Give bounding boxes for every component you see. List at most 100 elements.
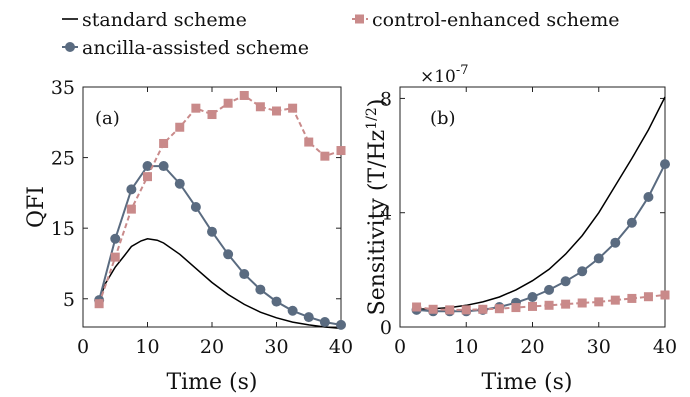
data-point-ancilla-assisted-scheme <box>544 284 555 295</box>
data-point-ancilla-assisted-scheme <box>527 292 538 302</box>
data-point-control-enhanced-scheme <box>660 290 670 300</box>
data-point-control-enhanced-scheme <box>207 110 217 120</box>
y-tick-label: 15 <box>51 218 75 240</box>
data-point-control-enhanced-scheme <box>336 146 346 156</box>
chart-panel-a: QFI Time (s) (a) 0 10 20 30 40 5 15 25 35 <box>24 77 353 395</box>
x-tick-label: 10 <box>454 336 478 358</box>
data-point-control-enhanced-scheme <box>272 106 281 116</box>
data-point-control-enhanced-scheme <box>255 102 265 112</box>
y-tick-label: 25 <box>51 148 75 170</box>
data-point-control-enhanced-scheme <box>223 98 233 108</box>
y-tick-label: 35 <box>51 77 75 99</box>
data-point-ancilla-assisted-scheme <box>142 161 153 172</box>
data-point-ancilla-assisted-scheme <box>271 296 282 307</box>
data-point-control-enhanced-scheme <box>544 300 554 310</box>
data-point-control-enhanced-scheme <box>528 301 537 311</box>
series-line-control-enhanced-scheme <box>416 294 666 311</box>
data-point-control-enhanced-scheme <box>494 304 504 314</box>
data-point-control-enhanced-scheme <box>239 90 249 100</box>
panel-b-exponent-base: ×10 <box>420 67 456 87</box>
x-tick-label: 30 <box>587 336 611 358</box>
data-point-control-enhanced-scheme <box>627 293 637 303</box>
data-point-control-enhanced-scheme <box>511 303 521 313</box>
panel-b-exponent-power: -7 <box>456 63 469 78</box>
legend-marker-ancilla <box>65 42 75 52</box>
panel-b-label: (b) <box>430 108 456 129</box>
legend: standard scheme control-enhanced scheme … <box>62 9 619 59</box>
data-point-control-enhanced-scheme <box>594 297 604 307</box>
data-point-ancilla-assisted-scheme <box>190 202 201 212</box>
data-point-ancilla-assisted-scheme <box>223 249 234 260</box>
legend-label-ancilla: ancilla-assisted scheme <box>82 37 309 59</box>
data-point-ancilla-assisted-scheme <box>660 159 670 170</box>
legend-marker-control <box>355 14 364 24</box>
data-point-control-enhanced-scheme <box>643 292 653 302</box>
data-point-ancilla-assisted-scheme <box>126 184 137 195</box>
series-line-standard-scheme <box>98 238 342 330</box>
panel-a-label: (a) <box>95 108 120 129</box>
x-tick-label: 30 <box>264 336 288 358</box>
data-point-control-enhanced-scheme <box>159 138 169 148</box>
data-point-ancilla-assisted-scheme <box>643 192 654 202</box>
data-point-control-enhanced-scheme <box>126 204 136 214</box>
plot-frame-a <box>82 86 342 328</box>
data-point-ancilla-assisted-scheme <box>287 305 298 316</box>
data-point-control-enhanced-scheme <box>191 103 201 113</box>
panel-a-ylabel: QFI <box>24 186 49 228</box>
data-point-control-enhanced-scheme <box>610 295 620 305</box>
y-tick-label: 5 <box>63 289 75 311</box>
y-tick-label: 0 <box>380 317 392 339</box>
data-point-ancilla-assisted-scheme <box>239 269 250 280</box>
data-point-control-enhanced-scheme <box>478 304 488 314</box>
data-point-ancilla-assisted-scheme <box>303 312 314 323</box>
data-point-control-enhanced-scheme <box>461 305 471 315</box>
data-point-ancilla-assisted-scheme <box>577 266 588 277</box>
panel-b-ylabel-close: ) <box>365 99 390 108</box>
data-point-control-enhanced-scheme <box>304 137 314 147</box>
x-tick-label: 0 <box>77 336 89 358</box>
panel-b-xlabel: Time (s) <box>481 370 572 395</box>
series-line-standard-scheme <box>416 96 666 311</box>
series-line-ancilla-assisted-scheme <box>98 165 342 326</box>
x-tick-label: 20 <box>520 336 544 358</box>
data-point-ancilla-assisted-scheme <box>174 178 185 189</box>
series-line-ancilla-assisted-scheme <box>416 163 666 313</box>
data-point-ancilla-assisted-scheme <box>336 319 346 330</box>
panel-b-ylabel-exp: 1/2 <box>364 107 380 130</box>
panel-a-xlabel: Time (s) <box>166 370 257 395</box>
panel-b-ylabel-main: Sensitivity (T/Hz <box>365 130 390 316</box>
panel-b-exponent: ×10-7 <box>420 63 469 87</box>
x-tick-label: 40 <box>329 336 353 358</box>
legend-label-control: control-enhanced scheme <box>372 9 619 31</box>
legend-label-standard: standard scheme <box>82 9 247 31</box>
data-point-ancilla-assisted-scheme <box>255 284 266 295</box>
data-point-ancilla-assisted-scheme <box>319 317 330 328</box>
data-point-control-enhanced-scheme <box>94 299 104 309</box>
x-tick-label: 20 <box>200 336 224 358</box>
data-point-control-enhanced-scheme <box>577 298 587 308</box>
data-point-control-enhanced-scheme <box>175 122 185 132</box>
data-point-control-enhanced-scheme <box>428 304 438 314</box>
x-tick-label: 40 <box>653 336 677 358</box>
data-point-ancilla-assisted-scheme <box>207 226 217 237</box>
data-point-ancilla-assisted-scheme <box>610 237 621 248</box>
data-point-control-enhanced-scheme <box>412 302 422 312</box>
data-point-control-enhanced-scheme <box>320 151 330 161</box>
data-point-control-enhanced-scheme <box>110 252 120 262</box>
data-point-control-enhanced-scheme <box>561 299 571 309</box>
panel-b-ylabel: Sensitivity (T/Hz1/2) <box>364 99 390 316</box>
x-tick-label: 0 <box>394 336 406 358</box>
chart-panel-b: Sensitivity (T/Hz1/2) Time (s) (b) ×10-7… <box>364 63 677 395</box>
data-point-ancilla-assisted-scheme <box>110 233 121 244</box>
data-point-ancilla-assisted-scheme <box>158 161 169 172</box>
data-point-control-enhanced-scheme <box>288 103 298 113</box>
series-line-control-enhanced-scheme <box>98 94 342 305</box>
data-point-ancilla-assisted-scheme <box>560 276 571 287</box>
data-point-control-enhanced-scheme <box>445 305 455 315</box>
y-tick-label: 4 <box>380 203 392 225</box>
x-tick-label: 10 <box>135 336 159 358</box>
data-point-ancilla-assisted-scheme <box>626 217 637 228</box>
data-point-ancilla-assisted-scheme <box>593 253 604 264</box>
data-point-control-enhanced-scheme <box>143 172 152 182</box>
